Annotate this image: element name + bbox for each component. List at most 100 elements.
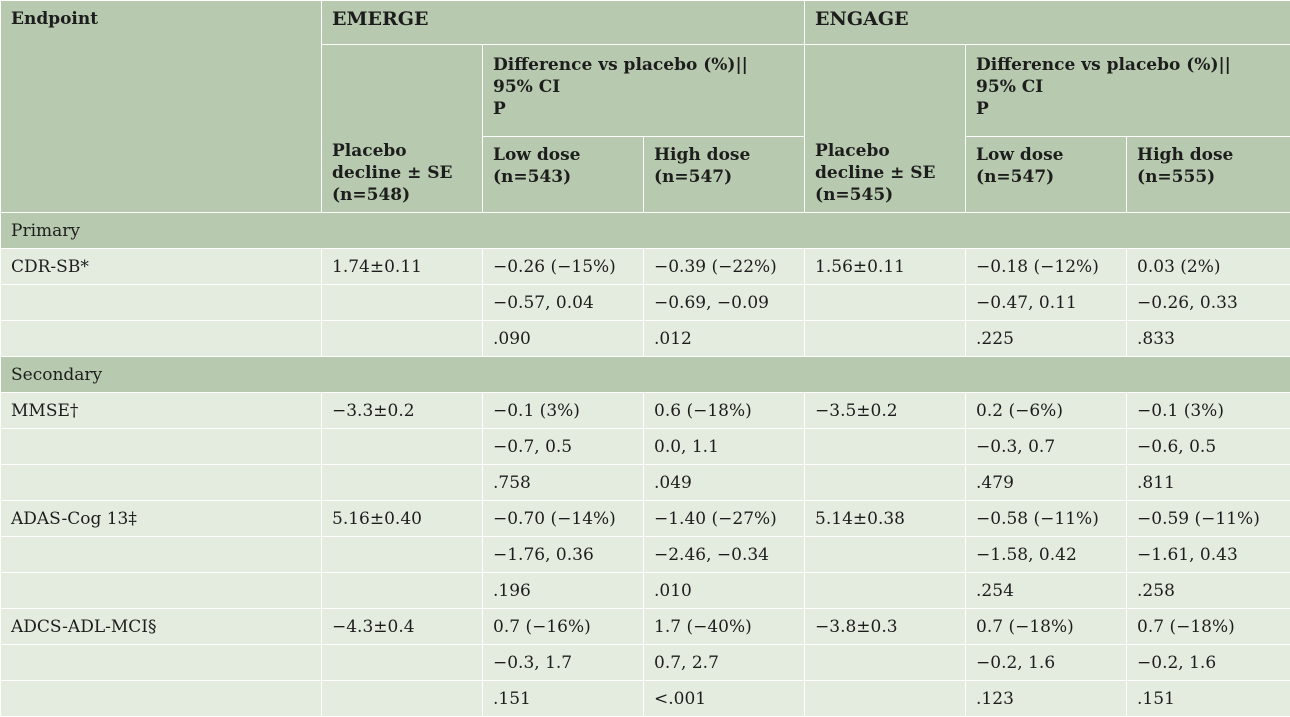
table-row: −0.57, 0.04−0.69, −0.09−0.47, 0.11−0.26,… [1, 285, 1290, 321]
section-label: Primary [1, 213, 1290, 249]
endpoint-cell [1, 537, 322, 573]
value-cell [805, 465, 966, 501]
value-cell: −0.69, −0.09 [644, 285, 805, 321]
endpoint-cell [1, 645, 322, 681]
dose-label: High dose [1137, 145, 1233, 165]
endpoint-cell [1, 429, 322, 465]
value-cell: .049 [644, 465, 805, 501]
value-cell: −0.70 (−14%) [483, 501, 644, 537]
value-cell: .254 [966, 573, 1127, 609]
endpoint-cell: ADCS-ADL-MCI§ [1, 609, 322, 645]
placebo-n: (n=545) [815, 185, 893, 205]
value-cell [322, 573, 483, 609]
value-cell: 0.7 (−18%) [1127, 609, 1290, 645]
value-cell: −0.2, 1.6 [1127, 645, 1290, 681]
engage-placebo-header: Placebo decline ± SE (n=545) [805, 45, 966, 213]
value-cell: 5.14±0.38 [805, 501, 966, 537]
ci-label: 95% CI [493, 76, 794, 98]
dose-label: Low dose [976, 145, 1063, 165]
section-row: Primary [1, 213, 1290, 249]
value-cell [805, 573, 966, 609]
table-row: .758.049 .479.811 [1, 465, 1290, 501]
value-cell: .811 [1127, 465, 1290, 501]
value-cell [322, 429, 483, 465]
value-cell [322, 537, 483, 573]
value-cell: 1.74±0.11 [322, 249, 483, 285]
value-cell: −0.3, 1.7 [483, 645, 644, 681]
dose-n: (n=547) [654, 167, 732, 187]
table-row: ADAS-Cog 13‡5.16±0.40−0.70 (−14%)−1.40 (… [1, 501, 1290, 537]
value-cell [805, 321, 966, 357]
value-cell: 0.6 (−18%) [644, 393, 805, 429]
value-cell: −1.61, 0.43 [1127, 537, 1290, 573]
endpoint-header: Endpoint [1, 1, 322, 213]
value-cell: −0.39 (−22%) [644, 249, 805, 285]
value-cell [322, 465, 483, 501]
value-cell: 0.03 (2%) [1127, 249, 1290, 285]
value-cell [322, 645, 483, 681]
section-row: Secondary [1, 357, 1290, 393]
value-cell: .151 [1127, 681, 1290, 717]
dose-label: High dose [654, 145, 750, 165]
value-cell [805, 537, 966, 573]
value-cell [322, 285, 483, 321]
value-cell: −0.1 (3%) [483, 393, 644, 429]
value-cell [322, 681, 483, 717]
endpoint-cell: MMSE† [1, 393, 322, 429]
value-cell: 0.7 (−16%) [483, 609, 644, 645]
value-cell: −0.59 (−11%) [1127, 501, 1290, 537]
value-cell [322, 321, 483, 357]
emerge-low-dose-header: Low dose (n=543) [483, 137, 644, 213]
value-cell: −4.3±0.4 [322, 609, 483, 645]
value-cell: 0.0, 1.1 [644, 429, 805, 465]
engage-header: ENGAGE [805, 1, 1290, 45]
difference-label: Difference vs placebo (%)|| [976, 54, 1280, 76]
endpoint-cell [1, 465, 322, 501]
table-row: .151<.001.123.151 [1, 681, 1290, 717]
value-cell [805, 681, 966, 717]
endpoint-cell [1, 681, 322, 717]
value-cell: .151 [483, 681, 644, 717]
value-cell: −0.7, 0.5 [483, 429, 644, 465]
dose-n: (n=555) [1137, 167, 1215, 187]
value-cell: −0.6, 0.5 [1127, 429, 1290, 465]
emerge-difference-header: Difference vs placebo (%)|| 95% CI P [483, 45, 805, 137]
value-cell: 1.56±0.11 [805, 249, 966, 285]
endpoint-cell: CDR-SB* [1, 249, 322, 285]
table-header: Endpoint EMERGE ENGAGE Placebo decline ±… [1, 1, 1290, 213]
value-cell: 0.7 (−18%) [966, 609, 1127, 645]
value-cell: −0.1 (3%) [1127, 393, 1290, 429]
emerge-placebo-header: Placebo decline ± SE (n=548) [322, 45, 483, 213]
value-cell: .833 [1127, 321, 1290, 357]
value-cell: −0.47, 0.11 [966, 285, 1127, 321]
value-cell [805, 645, 966, 681]
engage-low-dose-header: Low dose (n=547) [966, 137, 1127, 213]
value-cell: .258 [1127, 573, 1290, 609]
value-cell: −0.26, 0.33 [1127, 285, 1290, 321]
emerge-high-dose-header: High dose (n=547) [644, 137, 805, 213]
value-cell: .479 [966, 465, 1127, 501]
value-cell: 5.16±0.40 [322, 501, 483, 537]
value-cell: −3.3±0.2 [322, 393, 483, 429]
value-cell [805, 429, 966, 465]
placebo-n: (n=548) [332, 185, 410, 205]
endpoint-cell [1, 321, 322, 357]
value-cell: −0.3, 0.7 [966, 429, 1127, 465]
emerge-header: EMERGE [322, 1, 805, 45]
table-row: CDR-SB*1.74±0.11−0.26 (−15%)−0.39 (−22%)… [1, 249, 1290, 285]
value-cell: 1.7 (−40%) [644, 609, 805, 645]
value-cell: 0.7, 2.7 [644, 645, 805, 681]
value-cell: <.001 [644, 681, 805, 717]
dose-n: (n=543) [493, 167, 571, 187]
value-cell: .010 [644, 573, 805, 609]
endpoint-cell [1, 285, 322, 321]
value-cell: .090 [483, 321, 644, 357]
difference-label: Difference vs placebo (%)|| [493, 54, 794, 76]
section-label: Secondary [1, 357, 1290, 393]
p-label: P [976, 98, 1280, 120]
value-cell: .758 [483, 465, 644, 501]
